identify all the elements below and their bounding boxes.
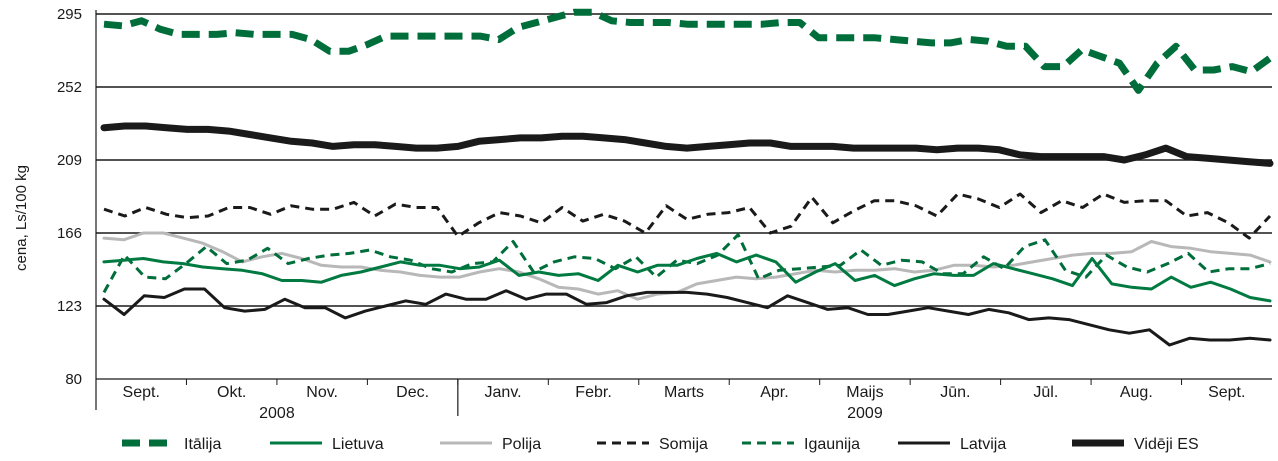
y-tick-label: 166	[57, 225, 82, 242]
x-tick-label: Nov.	[306, 384, 338, 401]
series-line-latvija	[102, 287, 1272, 347]
y-tick-label: 295	[57, 6, 82, 23]
x-tick-label: Febr.	[575, 384, 611, 401]
y-tick-label: 252	[57, 79, 82, 96]
x-tick-label: Okt.	[217, 384, 246, 401]
x-tick-label: Marts	[664, 384, 704, 401]
x-tick-label: Jūl.	[1033, 384, 1058, 401]
legend-label: Lietuva	[332, 436, 384, 453]
axis-layer: 80 123 166 209 252 295 Sept. Okt. Nov. Dec. Janv. F…	[57, 6, 1272, 422]
x-tick-label: Maijs	[846, 384, 883, 401]
year-label-2009: 2009	[847, 405, 883, 422]
legend-label: Polija	[502, 436, 541, 453]
legend-label: Somija	[659, 436, 708, 453]
series-layer	[100, 8, 1274, 347]
x-tick-label: Sept.	[123, 384, 160, 401]
series-line-vidēji-es	[100, 122, 1274, 167]
legend-label: Latvija	[960, 436, 1006, 453]
x-tick-label: Sept.	[1208, 384, 1245, 401]
series-line-polija	[102, 231, 1272, 301]
series-line-lietuva	[102, 251, 1272, 303]
legend-label: Igaunija	[804, 436, 860, 453]
x-tick-label: Janv.	[485, 384, 522, 401]
legend-label: Itālija	[184, 436, 221, 453]
grid-layer	[96, 13, 1272, 307]
y-tick-label: 209	[57, 152, 82, 169]
x-tick-label: Jūn.	[940, 384, 970, 401]
x-tick-label: Aug.	[1120, 384, 1153, 401]
year-label-2008: 2008	[259, 405, 295, 422]
y-axis-label: cena, Ls/100 kg	[13, 165, 30, 271]
x-tick-label: Apr.	[760, 384, 788, 401]
x-tick-label: Dec.	[396, 384, 429, 401]
y-tick-label: 80	[65, 371, 82, 388]
series-line-itālija	[103, 8, 1273, 94]
legend-label: Vidēji ES	[1134, 436, 1199, 453]
series-line-somija	[103, 192, 1272, 240]
legend: Itālija Lietuva Polija Somija Igaunija Latvij…	[122, 436, 1199, 453]
y-tick-label: 123	[57, 298, 82, 315]
